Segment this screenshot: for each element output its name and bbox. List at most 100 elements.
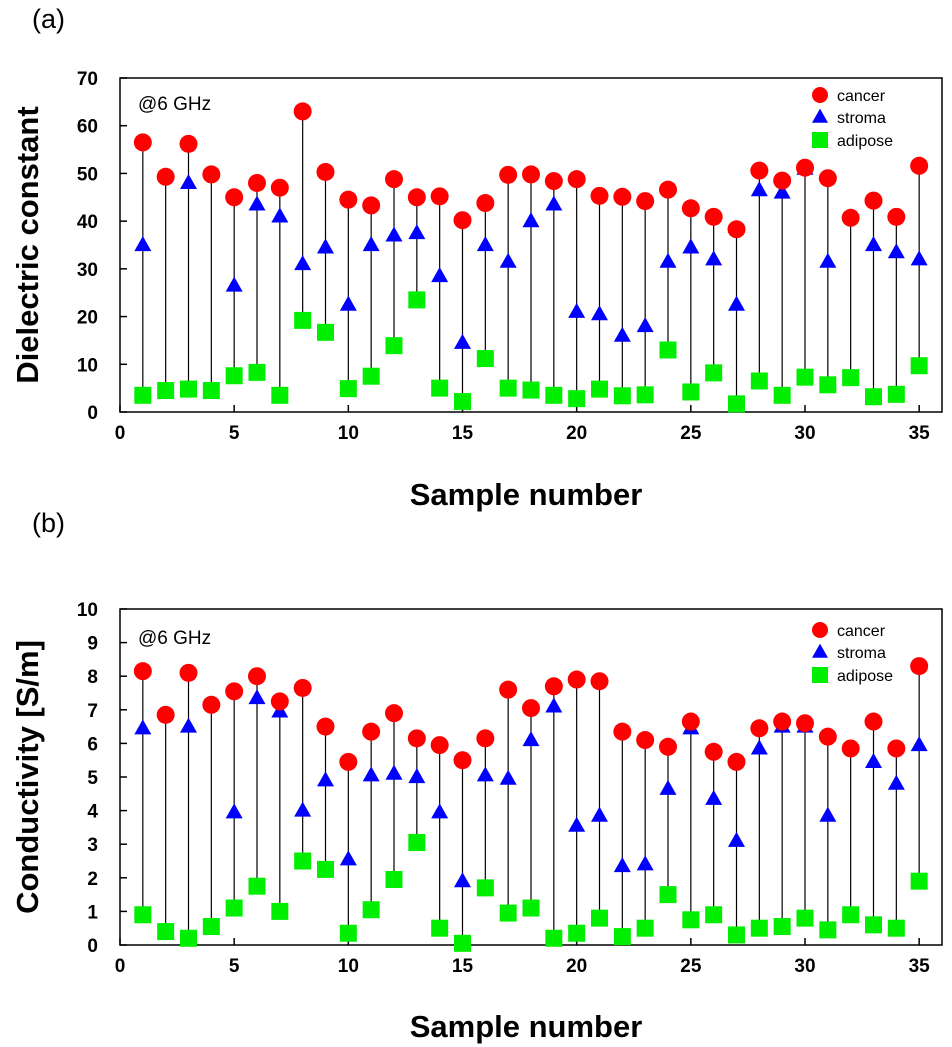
- data-point-stroma: [887, 774, 905, 790]
- y-tick-label: 6: [87, 734, 98, 755]
- y-tick-label: 8: [87, 667, 98, 688]
- y-tick-label: 60: [77, 117, 98, 138]
- data-point-stroma: [454, 333, 471, 349]
- data-point-stroma: [750, 181, 768, 197]
- y-tick-label: 1: [87, 902, 98, 923]
- y-axis-title: Conductivity [S/m]: [10, 640, 45, 914]
- data-point-cancer: [499, 165, 518, 184]
- data-point-stroma: [887, 243, 905, 259]
- data-point-adipose: [362, 901, 380, 919]
- data-point-cancer: [773, 712, 792, 731]
- legend-marker-cancer: [812, 87, 828, 103]
- data-point-stroma: [225, 803, 243, 819]
- y-tick-label: 7: [87, 701, 98, 722]
- data-point-cancer: [818, 727, 837, 746]
- data-point-adipose: [728, 926, 745, 944]
- data-point-cancer: [704, 207, 723, 226]
- data-point-cancer: [659, 180, 677, 199]
- data-point-stroma: [865, 236, 882, 252]
- data-point-cancer: [225, 188, 244, 207]
- data-point-stroma: [362, 766, 380, 782]
- y-tick-label: 10: [77, 355, 98, 376]
- data-point-stroma: [339, 850, 357, 866]
- data-point-adipose: [887, 385, 905, 403]
- data-point-cancer: [476, 729, 495, 748]
- legend-marker-adipose: [812, 667, 828, 683]
- x-tick-label: 15: [452, 423, 474, 444]
- data-point-cancer: [522, 699, 540, 718]
- data-point-cancer: [590, 186, 609, 205]
- data-point-cancer: [704, 742, 723, 761]
- data-point-stroma: [591, 806, 608, 822]
- data-point-stroma: [294, 255, 312, 271]
- data-point-cancer: [385, 170, 403, 189]
- data-point-stroma: [705, 250, 723, 266]
- data-point-stroma: [750, 739, 768, 755]
- data-point-stroma: [431, 267, 449, 283]
- data-point-adipose: [796, 909, 814, 927]
- y-tick-label: 20: [77, 308, 98, 329]
- data-point-stroma: [134, 236, 152, 252]
- data-point-adipose: [705, 364, 723, 382]
- data-point-cancer: [156, 167, 175, 186]
- x-tick-label: 0: [115, 423, 126, 444]
- panel-label: (b): [32, 508, 65, 538]
- data-point-adipose: [134, 906, 152, 924]
- data-point-adipose: [568, 390, 586, 408]
- x-axis-title: Sample number: [410, 1009, 643, 1044]
- data-point-cancer: [362, 196, 381, 215]
- x-tick-label: 5: [229, 423, 240, 444]
- data-point-adipose: [545, 386, 563, 404]
- x-tick-label: 35: [909, 423, 931, 444]
- data-point-cancer: [522, 165, 540, 184]
- y-tick-label: 70: [77, 69, 98, 90]
- data-point-adipose: [750, 372, 768, 390]
- data-point-stroma: [522, 212, 540, 228]
- data-point-adipose: [454, 393, 471, 411]
- data-point-cancer: [818, 169, 837, 188]
- plot-frame: [119, 77, 943, 413]
- data-point-cancer: [887, 207, 906, 226]
- data-point-cancer: [841, 739, 860, 758]
- data-point-adipose: [248, 877, 266, 895]
- x-tick-label: 25: [680, 423, 702, 444]
- data-point-stroma: [362, 236, 380, 252]
- data-point-adipose: [659, 886, 677, 904]
- data-point-stroma: [454, 872, 471, 888]
- data-point-adipose: [431, 379, 449, 397]
- data-point-adipose: [613, 387, 631, 405]
- data-point-adipose: [294, 852, 312, 870]
- data-point-stroma: [545, 697, 563, 713]
- data-point-adipose: [339, 380, 357, 398]
- data-point-stroma: [408, 768, 426, 784]
- data-point-cancer: [385, 704, 403, 723]
- data-point-stroma: [499, 769, 517, 785]
- y-tick-label: 5: [87, 768, 98, 789]
- data-point-stroma: [431, 803, 449, 819]
- data-point-adipose: [659, 341, 677, 359]
- data-point-adipose: [385, 870, 403, 888]
- data-point-cancer: [636, 192, 655, 211]
- data-point-adipose: [180, 380, 197, 398]
- y-tick-label: 0: [87, 403, 98, 424]
- data-point-adipose: [499, 904, 517, 922]
- data-point-cancer: [910, 657, 929, 676]
- data-point-adipose: [910, 872, 928, 890]
- data-point-stroma: [180, 174, 197, 190]
- data-point-cancer: [430, 187, 449, 206]
- legend-marker-stroma: [812, 108, 828, 123]
- data-point-adipose: [728, 395, 745, 413]
- x-tick-label: 20: [566, 956, 587, 977]
- y-tick-label: 40: [77, 212, 98, 233]
- data-point-stroma: [910, 250, 928, 266]
- x-axis-title: Sample number: [410, 477, 643, 512]
- data-point-stroma: [613, 326, 631, 342]
- data-point-cancer: [202, 165, 221, 184]
- data-point-stroma: [659, 779, 677, 795]
- data-point-cancer: [727, 220, 746, 239]
- data-point-stroma: [385, 226, 403, 242]
- data-point-stroma: [180, 717, 197, 733]
- data-point-stroma: [522, 731, 540, 747]
- data-point-stroma: [339, 295, 357, 311]
- legend-label-stroma: stroma: [837, 645, 886, 662]
